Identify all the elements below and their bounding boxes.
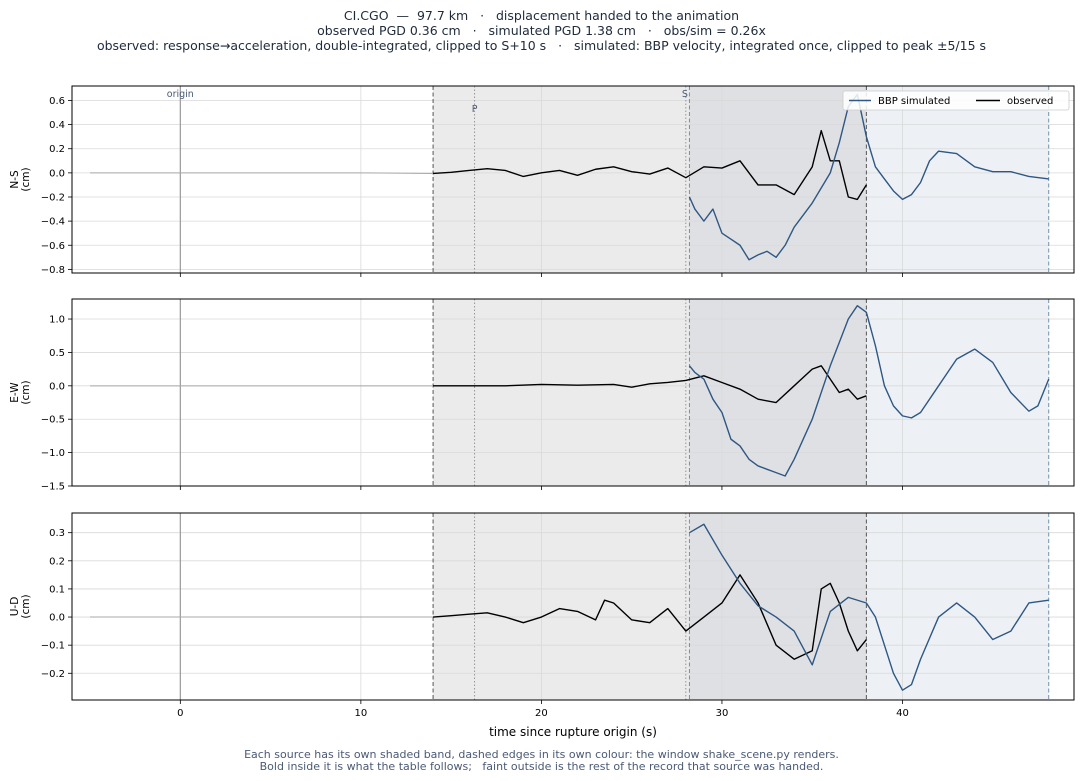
y-tick-label: −0.2 (41, 192, 65, 203)
observed-line (433, 129, 867, 201)
x-tick-label: 30 (716, 708, 729, 719)
panel-1: −1.5 −1.0 −0.5 0.0 0.5 1.0 E-W (cm) (9, 298, 1075, 493)
legend-label-observed: observed (1007, 96, 1053, 107)
figure-title-line-3: observed: response→acceleration, double-… (96, 38, 987, 53)
panel-2: −0.2 −0.1 0.0 0.1 0.2 0.3 U-D (cm) 0 10 20 30 40 time… (9, 512, 1075, 739)
origin-label: origin (167, 89, 194, 100)
p-arrival-label: P (472, 104, 478, 115)
y-tick-label: 0.0 (49, 613, 65, 624)
y-tick-label: −0.2 (41, 669, 65, 680)
observed-faint-line (90, 172, 434, 174)
y-tick-label: 0.3 (49, 528, 65, 539)
y-axis-label: E-W (9, 382, 21, 403)
y-tick-label: 1.0 (49, 315, 65, 326)
y-tick-label: −0.6 (41, 241, 65, 252)
x-tick-label: 20 (535, 708, 548, 719)
y-axis-label: (cm) (20, 594, 32, 618)
y-axis-label: N-S (9, 170, 21, 189)
y-axis-label: (cm) (20, 167, 32, 191)
footer-caption-line-1: Each source has its own shaded band, das… (244, 748, 839, 761)
panel-frame (71, 298, 1075, 487)
y-tick-label: −0.8 (41, 265, 65, 276)
y-axis-label: (cm) (20, 380, 32, 404)
x-tick-label: 10 (354, 708, 367, 719)
figure-title-line-1: CI.CGO — 97.7 km · displacement handed t… (343, 8, 740, 23)
observed-line (433, 574, 867, 660)
s-arrival-label: S (682, 89, 688, 100)
y-tick-label: −1.0 (41, 448, 65, 459)
panel-frame (71, 85, 1075, 274)
panel-0: −0.8 −0.6 −0.4 −0.2 0.0 0.2 0.4 0.6 N-S (cm) origi… (9, 85, 1075, 277)
y-tick-label: 0.2 (49, 144, 65, 155)
y-tick-label: 0.6 (49, 96, 65, 107)
y-tick-label: 0.2 (49, 556, 65, 567)
legend-label-simulated: BBP simulated (878, 96, 950, 107)
simulated-line (688, 304, 1050, 477)
figure-title-line-2: observed PGD 0.36 cm · simulated PGD 1.3… (317, 23, 766, 38)
x-axis-label: time since rupture origin (s) (489, 725, 657, 739)
y-tick-label: −1.5 (41, 482, 65, 493)
x-tick-label: 0 (177, 708, 183, 719)
y-tick-label: 0.1 (49, 584, 65, 595)
y-tick-label: −0.1 (41, 641, 65, 652)
y-axis-label: U-D (9, 597, 21, 617)
y-tick-label: 0.4 (49, 120, 65, 131)
y-tick-label: −0.5 (41, 415, 65, 426)
x-tick-label: 40 (896, 708, 909, 719)
y-tick-label: 0.0 (49, 381, 65, 392)
y-tick-label: 0.5 (49, 348, 65, 359)
simulated-line (689, 523, 1049, 691)
observed-line (433, 365, 867, 404)
legend-box (842, 90, 1070, 111)
y-tick-label: 0.0 (49, 168, 65, 179)
panel-frame (71, 512, 1075, 701)
overlap-window-band (689, 86, 867, 273)
overlap-window-band (689, 299, 867, 486)
footer-caption-line-2: Bold inside it is what the table follows… (259, 760, 824, 773)
y-tick-label: −0.4 (41, 217, 65, 228)
